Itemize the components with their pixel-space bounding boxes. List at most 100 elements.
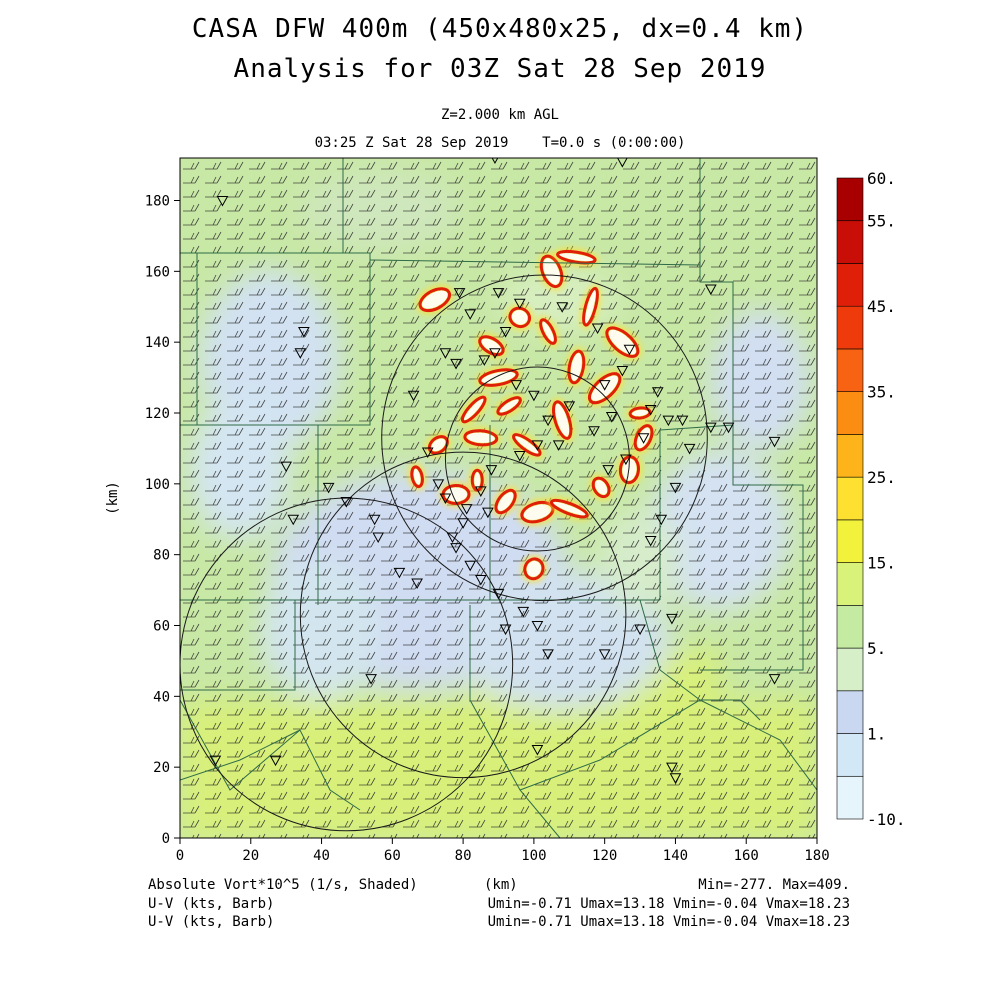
station-marker <box>446 532 459 543</box>
station-marker <box>478 355 491 366</box>
vorticity-max <box>517 498 557 526</box>
uv-label-2: U-V (kts, Barb) <box>148 914 275 930</box>
station-marker <box>322 482 335 494</box>
y-tick-label: 180 <box>145 194 170 210</box>
station-marker <box>704 422 717 434</box>
chart-title: CASA DFW 400m (450x480x25, dx=0.4 km) <box>191 14 809 44</box>
vorticity-max <box>492 486 520 517</box>
colorbar-swatch <box>836 434 864 478</box>
station-marker <box>605 412 618 423</box>
station-marker <box>280 461 293 473</box>
y-tick-label: 100 <box>145 477 170 493</box>
station-marker <box>531 621 544 632</box>
vorticity-max <box>509 431 544 459</box>
colorbar-label: 1. <box>867 725 886 744</box>
station-marker <box>602 465 615 476</box>
vorticity-max <box>589 474 614 501</box>
station-marker <box>474 486 487 497</box>
x-tick-label: 140 <box>663 848 688 864</box>
plot-frame <box>179 157 818 839</box>
vorticity-max <box>439 481 474 508</box>
colorbar-swatch <box>836 305 864 350</box>
y-tick-label: 40 <box>153 689 170 705</box>
vorticity-max <box>458 393 489 426</box>
x-axis: 0 20 40 60 80 100 120 140 160 180 <box>176 838 830 864</box>
colorbar-swatch <box>836 263 864 307</box>
colorbar-label: 15. <box>867 554 896 573</box>
station-marker <box>294 348 307 359</box>
station-marker <box>464 560 477 572</box>
time-label: 03:25 Z Sat 28 Sep 2019 T=0.0 s (0:00:00… <box>314 135 686 151</box>
colorbar-swatch <box>836 348 864 392</box>
county-boundaries <box>180 158 817 838</box>
vorticity-max <box>553 247 600 267</box>
station-marker <box>620 454 632 466</box>
station-marker <box>617 158 628 168</box>
vorticity-max <box>407 462 427 491</box>
y-tick-label: 160 <box>145 264 170 280</box>
station-marker <box>722 422 735 434</box>
vorticity-max <box>603 324 642 361</box>
vorticity-max <box>505 304 534 331</box>
x-axis-unit: (km) <box>484 877 518 893</box>
station-marker <box>676 415 689 427</box>
x-tick-label: 160 <box>734 848 759 864</box>
station-marker <box>439 348 452 359</box>
station-marker <box>499 327 512 338</box>
station-marker <box>666 762 678 774</box>
radar-range-rings <box>180 274 708 832</box>
station-marker <box>669 773 682 784</box>
y-tick-label: 0 <box>162 831 170 847</box>
station-marker <box>450 358 462 370</box>
range-ring <box>381 274 708 602</box>
station-marker <box>662 415 675 427</box>
colorbar-label: 5. <box>867 639 886 658</box>
station-marker <box>450 543 462 554</box>
colorbar: 60. 55. 45. 35. 25. 15. 5. 1. -10. <box>836 169 906 829</box>
colorbar-swatch <box>836 690 864 734</box>
vorticity-max <box>585 369 624 407</box>
station-marker <box>457 518 469 529</box>
colorbar-swatch <box>836 391 864 435</box>
station-marker <box>365 674 377 685</box>
vorticity-max <box>460 426 501 449</box>
vorticity-max <box>547 496 591 521</box>
colorbar-label: 45. <box>867 297 896 316</box>
station-marker <box>513 451 526 462</box>
station-marker <box>421 447 434 458</box>
station-marker <box>287 514 300 526</box>
vorticity-max <box>520 554 548 583</box>
station-marker <box>704 284 717 296</box>
station-marker <box>407 390 420 402</box>
station-marker <box>552 440 565 451</box>
y-tick-label: 60 <box>153 619 170 635</box>
colorbar-label: 35. <box>867 383 896 402</box>
colorbar-label: 60. <box>867 169 896 188</box>
station-marker <box>492 589 505 600</box>
y-axis: 0 20 40 60 80 100 120 140 160 180 <box>145 194 180 847</box>
station-marker <box>768 436 781 448</box>
colorbar-label: 25. <box>867 468 896 487</box>
vorticity-maxima <box>407 247 656 583</box>
station-marker <box>623 344 636 356</box>
uv-label-1: U-V (kts, Barb) <box>148 896 275 912</box>
station-marker <box>669 482 682 494</box>
station-marker <box>411 578 423 590</box>
vorticity-max <box>564 347 588 387</box>
station-marker <box>768 674 781 685</box>
station-marker <box>372 532 385 543</box>
x-tick-label: 80 <box>455 848 472 864</box>
station-marker <box>432 479 445 490</box>
station-marker <box>439 493 452 505</box>
station-marker <box>209 755 222 767</box>
station-marker <box>591 323 604 335</box>
colorbar-swatch <box>836 647 864 692</box>
station-marker <box>634 624 646 636</box>
level-label: Z=2.000 km AGL <box>440 107 559 123</box>
colorbar-swatch <box>836 177 864 222</box>
station-marker <box>513 298 526 310</box>
colorbar-swatch <box>836 733 864 777</box>
station-marker <box>464 309 477 320</box>
x-tick-label: 40 <box>313 848 330 864</box>
